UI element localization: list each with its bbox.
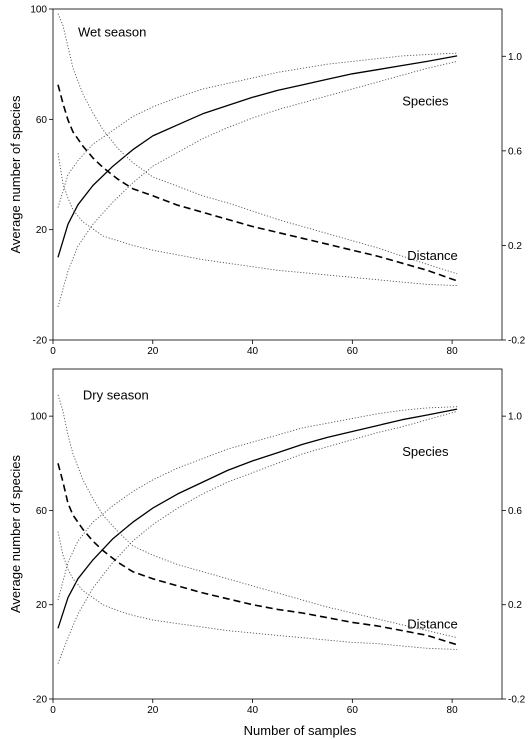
wet-x-tick-label: 0	[50, 346, 56, 357]
wet-annotation-species: Species	[402, 94, 449, 109]
dry-x-tick-label: 80	[447, 705, 459, 716]
dry-x-tick-label: 40	[247, 705, 259, 716]
dry-x-tick-label: 20	[147, 705, 159, 716]
wet-y-tick-label: 60	[36, 115, 48, 126]
wet-annotation-wet-season: Wet season	[78, 25, 146, 40]
dry-y-tick-label: 60	[36, 506, 48, 517]
wet-plot-frame	[53, 9, 502, 340]
wet-y2-tick-label: 0.6	[508, 146, 522, 157]
wet-series-1-line	[58, 61, 457, 307]
wet-y2-tick-label: 0.2	[508, 241, 522, 252]
wet-season-panel: 0 20 40 60 80 -20 20 60 100 -0.2 0.2 0.6 1.0 Average …	[8, 5, 526, 358]
wet-series-5-line	[58, 153, 457, 285]
dry-y2-tick-label: 0.6	[508, 506, 522, 517]
wet-x-tick-label: 80	[447, 346, 459, 357]
wet-series-0-line	[58, 56, 457, 257]
wet-y-axis-title: Average number of species	[8, 95, 23, 254]
dry-series-2-line	[58, 407, 457, 600]
dry-season-panel: 0 20 40 60 80 -20 20 60 100 -0.2 0.2 0.6 1.0 Average …	[8, 369, 526, 716]
dry-series-5-line	[58, 532, 457, 650]
wet-series-3-line	[58, 85, 457, 281]
dry-x-tick-label: 60	[347, 705, 359, 716]
wet-x-tick-label: 60	[347, 346, 359, 357]
dry-x-tick-label: 0	[50, 705, 56, 716]
dry-y-tick-label: 20	[36, 600, 48, 611]
dry-y-axis-title: Average number of species	[8, 454, 23, 613]
dry-series-1-line	[58, 411, 457, 663]
wet-y-tick-label: 100	[30, 5, 47, 16]
wet-series-4-line	[58, 14, 457, 274]
dry-series-0-line	[58, 409, 457, 628]
wet-y-tick-label: -20	[33, 336, 48, 347]
dry-y-tick-label: -20	[33, 695, 48, 706]
wet-x-tick-label: 40	[247, 346, 259, 357]
wet-y2-tick-label: -0.2	[508, 336, 526, 347]
dry-y2-tick-label: 0.2	[508, 600, 522, 611]
wet-y2-tick-label: 1.0	[508, 52, 522, 63]
dry-annotation-dry-season: Dry season	[83, 388, 149, 403]
x-axis-title: Number of samples	[244, 723, 357, 738]
dry-y2-tick-label: 1.0	[508, 412, 522, 423]
dry-annotation-distance: Distance	[407, 616, 458, 631]
wet-y-tick-label: 20	[36, 225, 48, 236]
dry-y2-tick-label: -0.2	[508, 695, 526, 706]
wet-x-tick-label: 20	[147, 346, 159, 357]
dry-series-4-line	[58, 395, 457, 638]
dry-series-3-line	[58, 463, 457, 645]
dry-plot-frame	[53, 369, 502, 699]
dry-annotation-species: Species	[402, 444, 449, 459]
dry-y-tick-label: 100	[30, 412, 47, 423]
wet-annotation-distance: Distance	[407, 248, 458, 263]
